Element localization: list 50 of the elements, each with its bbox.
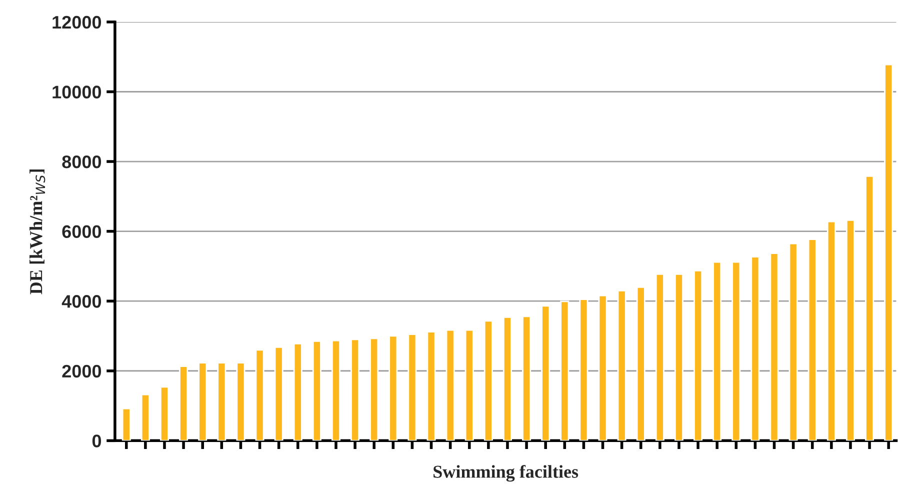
bar	[560, 300, 570, 441]
y-tick-label: 0	[92, 434, 102, 448]
bar	[502, 316, 512, 441]
bar	[274, 346, 284, 441]
bar	[712, 261, 722, 441]
bar	[464, 329, 474, 441]
bar	[579, 298, 588, 441]
y-tick-label: 4000	[62, 295, 102, 308]
bar	[140, 394, 150, 441]
bar	[217, 362, 226, 441]
bar	[846, 219, 855, 441]
bar	[484, 320, 493, 441]
bar	[350, 338, 360, 441]
y-tick-label: 8000	[62, 155, 102, 168]
y-tick-label: 12000	[52, 16, 102, 29]
bar	[617, 290, 626, 441]
bar	[788, 242, 798, 441]
y-tick-label: 6000	[62, 225, 102, 238]
bar	[122, 408, 131, 441]
bar	[426, 331, 436, 441]
bar	[408, 334, 417, 441]
x-axis-title: Swimming facilties	[434, 464, 578, 482]
bar	[331, 340, 340, 441]
bar	[541, 305, 550, 441]
y-tick-label: 2000	[62, 364, 102, 378]
bar	[522, 316, 532, 441]
bar	[655, 274, 664, 441]
bar	[598, 294, 608, 441]
bar	[370, 338, 379, 441]
bar	[636, 286, 646, 441]
bar	[198, 362, 208, 441]
y-axis-title: DE [kWh/m²$_{WS}$]	[30, 170, 46, 294]
bar	[750, 256, 760, 441]
bar	[312, 340, 322, 441]
bar	[446, 329, 455, 441]
bar	[732, 261, 741, 441]
bar	[388, 335, 398, 441]
bar	[694, 270, 703, 441]
bar	[160, 386, 169, 441]
bar	[255, 349, 264, 441]
y-tick-label: 10000	[52, 86, 102, 98]
bar	[884, 64, 894, 441]
bar	[826, 220, 836, 441]
bar	[770, 252, 779, 441]
bar	[808, 238, 817, 441]
bar	[236, 362, 246, 441]
bar	[293, 342, 302, 441]
bar	[179, 366, 188, 441]
bar	[674, 274, 684, 441]
bar	[865, 175, 874, 441]
